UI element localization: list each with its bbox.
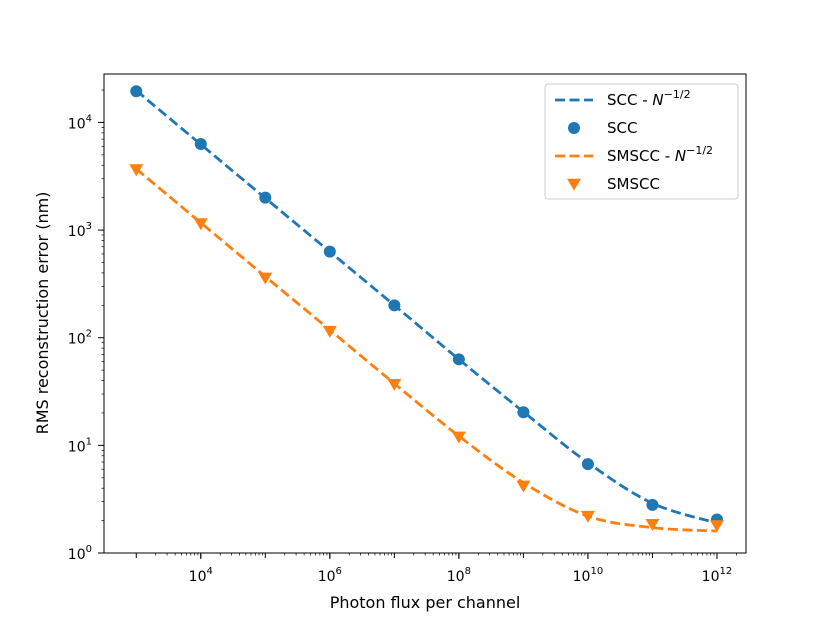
y-tick-label: 104: [68, 113, 92, 132]
legend-triangle-icon: [567, 178, 581, 191]
y-axis-label: RMS reconstruction error (nm): [33, 192, 52, 435]
x-axis: 104 106 108 1010 1012: [135, 553, 737, 585]
smscc-point: [193, 218, 208, 231]
scc-point: [130, 85, 143, 98]
legend-entry: SMSCC - N−1/2: [607, 144, 713, 165]
legend-entry: SCC: [607, 119, 637, 137]
scc-point: [517, 406, 530, 419]
smscc-point: [516, 480, 531, 493]
legend-circle-icon: [568, 122, 580, 134]
legend-box: [544, 83, 739, 200]
smscc-point: [645, 518, 660, 531]
x-tick-label: 104: [189, 566, 213, 585]
y-tick-label: 103: [68, 221, 92, 240]
plot-area: [129, 85, 724, 533]
scc-point: [452, 353, 465, 366]
y-tick-label: 100: [68, 544, 92, 563]
x-tick-label: 1010: [573, 566, 604, 585]
scc-point: [194, 138, 207, 151]
scc-point: [259, 191, 272, 204]
y-axis: 100 101 102 103 104: [68, 89, 104, 563]
x-tick-label: 106: [318, 566, 342, 585]
smscc-point: [387, 378, 402, 391]
scc-point: [581, 458, 594, 471]
legend-entry: SCC - N−1/2: [607, 88, 691, 109]
legend: SCC - N−1/2 SCC SMSCC - N−1/2 SMSCC: [544, 83, 739, 200]
series-line-smscc-fit: [135, 167, 718, 533]
x-axis-label: Photon flux per channel: [330, 593, 521, 612]
y-tick-label: 102: [68, 329, 92, 348]
smscc-point: [129, 164, 144, 177]
smscc-point: [580, 510, 595, 523]
smscc-point: [709, 520, 724, 533]
legend-entry: SMSCC: [607, 175, 660, 193]
scc-point: [646, 498, 659, 511]
x-tick-label: 108: [447, 566, 471, 585]
series-line-scc-fit: [135, 89, 718, 525]
scc-point: [388, 299, 401, 312]
y-tick-label: 101: [68, 436, 92, 455]
x-tick-label: 1012: [702, 566, 733, 585]
smscc-point: [258, 272, 273, 285]
scc-point: [323, 245, 336, 258]
smscc-point: [451, 431, 466, 444]
smscc-point: [322, 325, 337, 338]
